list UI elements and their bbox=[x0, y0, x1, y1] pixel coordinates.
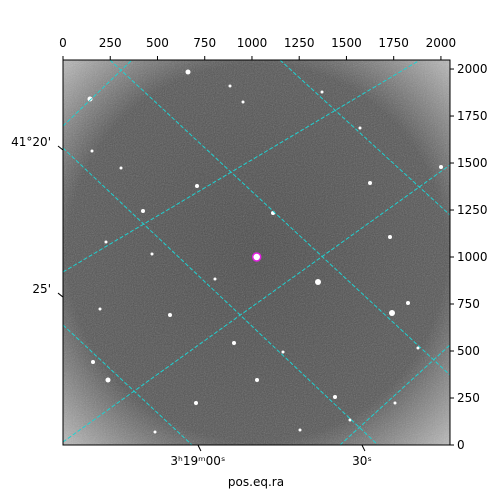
x-tick-label: 750 bbox=[193, 36, 216, 50]
target-marker bbox=[251, 252, 262, 262]
ra-tick-label: 30ˢ bbox=[352, 454, 372, 468]
y-tick-label: 750 bbox=[457, 297, 480, 311]
dec-tick bbox=[57, 292, 64, 298]
x-tick-label: 0 bbox=[59, 36, 67, 50]
ra-tick bbox=[361, 444, 366, 452]
x-tick-label: 1500 bbox=[331, 36, 362, 50]
dec-tick bbox=[57, 145, 64, 151]
ra-tick-label: 3ʰ19ᵐ00ˢ bbox=[170, 454, 225, 468]
x-tick-label: 1750 bbox=[378, 36, 409, 50]
coordinate-grid bbox=[63, 60, 450, 445]
x-tick-label: 2000 bbox=[426, 36, 457, 50]
dec-tick-label: 41°20' bbox=[11, 135, 51, 149]
dec-tick-label: 25' bbox=[32, 282, 51, 296]
x-tick-label: 250 bbox=[99, 36, 122, 50]
x-axis-label: pos.eq.ra bbox=[228, 475, 284, 489]
x-tick-label: 500 bbox=[146, 36, 169, 50]
y-tick-label: 1500 bbox=[457, 156, 488, 170]
ra-tick bbox=[197, 444, 202, 452]
y-tick-label: 0 bbox=[457, 438, 465, 452]
y-tick-label: 1000 bbox=[457, 250, 488, 264]
y-tick-label: 500 bbox=[457, 344, 480, 358]
frame bbox=[62, 59, 451, 446]
y-tick-label: 1250 bbox=[457, 203, 488, 217]
y-tick-label: 1750 bbox=[457, 109, 488, 123]
y-tick-label: 2000 bbox=[457, 62, 488, 76]
x-tick-label: 1250 bbox=[284, 36, 315, 50]
stars bbox=[87, 69, 443, 434]
x-tick-label: 1000 bbox=[237, 36, 268, 50]
y-tick-label: 250 bbox=[457, 391, 480, 405]
